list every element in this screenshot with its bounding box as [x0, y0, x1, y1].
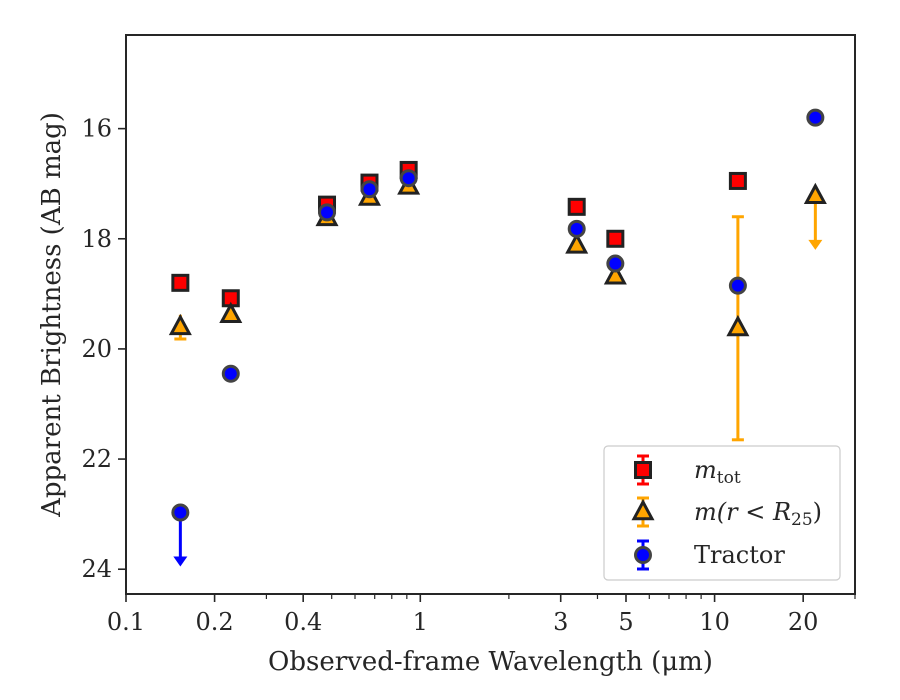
x-axis-label: Observed-frame Wavelength (μm) — [268, 647, 713, 677]
data-point — [318, 203, 337, 222]
data-point — [606, 229, 625, 248]
upper-limit-head — [808, 239, 823, 250]
data-point — [567, 197, 586, 216]
x-tick-label: 0.4 — [284, 608, 322, 636]
data-point — [221, 364, 240, 383]
legend-marker — [634, 546, 652, 564]
legend-label: Tractor — [694, 541, 785, 569]
x-tick-label: 0.2 — [196, 608, 234, 636]
x-tick-label: 3 — [553, 608, 568, 636]
data-point — [806, 108, 825, 127]
data-point — [171, 273, 190, 292]
legend-entry: Tractor — [634, 539, 785, 571]
data-point — [171, 503, 190, 522]
data-point — [219, 301, 243, 323]
x-tick-label: 0.1 — [107, 608, 145, 636]
x-tick-label: 10 — [699, 608, 730, 636]
data-point — [728, 171, 747, 190]
data-point — [803, 182, 827, 205]
y-tick-label: 24 — [81, 555, 112, 583]
legend-marker — [634, 461, 652, 479]
y-tick-label: 16 — [81, 115, 112, 143]
data-point — [360, 180, 379, 199]
x-axis: 0.1 0.2 0.4 1 3 5 10 20 — [107, 594, 856, 636]
data-point — [168, 313, 192, 336]
data-point — [606, 254, 625, 273]
legend-entry: mtot — [634, 454, 741, 488]
data-point — [565, 232, 589, 254]
legend-entry: m(r < R25) — [631, 496, 822, 530]
x-tick-label: 5 — [618, 608, 633, 636]
data-point — [726, 314, 750, 337]
series-circle — [171, 108, 825, 567]
plot-frame — [125, 34, 856, 595]
data-point — [567, 219, 586, 238]
data-point — [399, 169, 418, 188]
y-tick-label: 20 — [81, 335, 112, 363]
y-tick-label: 22 — [81, 445, 112, 473]
legend-box — [603, 445, 841, 581]
legend-label: mtot — [694, 456, 741, 488]
y-axis: 16 18 20 22 24 — [81, 115, 126, 583]
x-tick-label: 1 — [413, 608, 428, 636]
data-marks — [168, 108, 827, 567]
upper-limit-head — [173, 556, 188, 567]
y-tick-label: 18 — [81, 225, 112, 253]
y-axis-label: Apparent Brightness (AB mag) — [37, 112, 67, 518]
legend: mtot m(r < R25) Tractor — [603, 445, 841, 581]
legend-label: m(r < R25) — [694, 498, 822, 530]
x-tick-label: 20 — [788, 608, 819, 636]
legend-marker — [631, 498, 655, 521]
data-point — [603, 263, 627, 285]
data-point — [728, 276, 747, 295]
